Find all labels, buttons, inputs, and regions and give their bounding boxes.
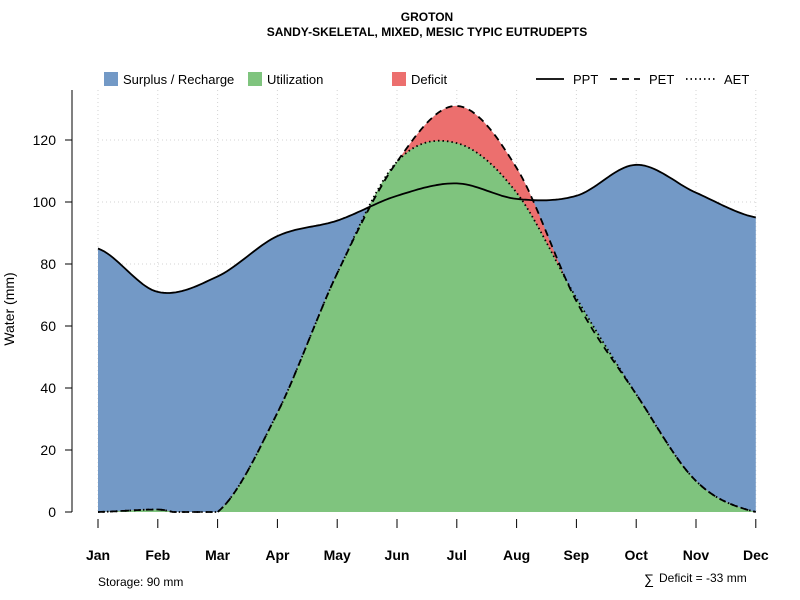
area-fills <box>98 105 756 513</box>
y-tick-label: 20 <box>40 442 56 458</box>
x-tick-label: Nov <box>683 547 710 563</box>
legend-label-ppt: PPT <box>573 72 598 87</box>
series-line-ppt <box>97 163 757 294</box>
x-tick-label: Apr <box>265 547 290 563</box>
storage-note: Storage: 90 mm <box>98 575 183 589</box>
series-line-pet <box>97 105 757 513</box>
x-tick-label: Oct <box>625 547 649 563</box>
x-tick-label: May <box>324 547 351 563</box>
y-axis-ticks: 0 20 40 60 80 100 120 <box>33 132 72 520</box>
y-tick-label: 40 <box>40 380 56 396</box>
x-tick-label: Aug <box>503 547 530 563</box>
x-tick-label: Jun <box>385 547 410 563</box>
y-tick-label: 120 <box>33 132 57 148</box>
legend: Surplus / Recharge Utilization Deficit P… <box>104 72 749 87</box>
x-tick-label: Feb <box>145 547 170 563</box>
legend-swatch-utilization <box>248 72 262 86</box>
series-lines <box>97 105 757 513</box>
x-tick-label: Dec <box>743 547 769 563</box>
legend-swatch-surplus <box>104 72 118 86</box>
area-utilization <box>98 140 756 512</box>
y-tick-label: 100 <box>33 194 57 210</box>
legend-swatch-deficit <box>392 72 406 86</box>
x-axis-ticks: Jan Feb Mar Apr May Jun Jul Aug Sep Oct Nov Dec <box>86 519 769 563</box>
y-tick-label: 0 <box>48 504 56 520</box>
legend-label-surplus: Surplus / Recharge <box>123 72 234 87</box>
deficit-note: Deficit = -33 mm <box>659 571 747 585</box>
x-tick-label: Jan <box>86 547 110 563</box>
x-tick-label: Sep <box>564 547 590 563</box>
series-line-aet <box>97 139 757 513</box>
chart-subtitle: SANDY-SKELETAL, MIXED, MESIC TYPIC EUTRU… <box>267 25 587 39</box>
legend-label-aet: AET <box>724 72 749 87</box>
legend-label-utilization: Utilization <box>267 72 323 87</box>
deficit-sum-icon: ∑ <box>644 571 654 587</box>
x-tick-label: Mar <box>205 547 230 563</box>
y-tick-label: 80 <box>40 256 56 272</box>
y-tick-label: 60 <box>40 318 56 334</box>
x-tick-label: Jul <box>447 547 467 563</box>
legend-label-deficit: Deficit <box>411 72 448 87</box>
legend-label-pet: PET <box>649 72 674 87</box>
y-axis-label: Water (mm) <box>1 272 17 345</box>
chart-title: GROTON <box>401 10 453 24</box>
